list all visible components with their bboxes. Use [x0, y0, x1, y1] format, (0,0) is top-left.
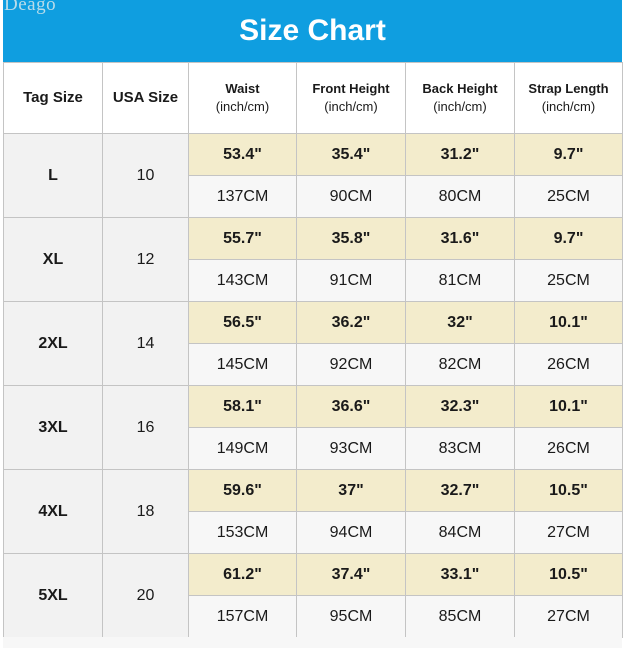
waist-cm: 153CM: [188, 511, 297, 554]
back-height-inch: 31.6": [405, 217, 515, 260]
brand-watermark: Deago: [4, 0, 57, 15]
table-row-inch: 4XL 18 59.6" 37" 32.7" 10.5": [3, 469, 623, 554]
back-height-cm: 80CM: [405, 175, 515, 218]
waist-cm: 137CM: [188, 175, 297, 218]
strap-length-inch: 10.5": [514, 553, 623, 596]
back-height-cm: 85CM: [405, 595, 515, 638]
table-row-inch: 2XL 14 56.5" 36.2" 32" 10.1": [3, 301, 623, 386]
waist-cm: 143CM: [188, 259, 297, 302]
strap-length-inch: 9.7": [514, 217, 623, 260]
table-row-inch: XL 12 55.7" 35.8" 31.6" 9.7": [3, 217, 623, 302]
usa-size-cell: 10: [102, 133, 189, 218]
waist-cm: 145CM: [188, 343, 297, 386]
waist-cm: 157CM: [188, 595, 297, 638]
header-front-height-label: Front Height: [312, 81, 390, 96]
waist-inch: 61.2": [188, 553, 297, 596]
back-height-cm: 81CM: [405, 259, 515, 302]
front-height-cm: 90CM: [296, 175, 406, 218]
strap-length-inch: 10.1": [514, 385, 623, 428]
tag-size-cell: 4XL: [3, 469, 103, 554]
strap-length-inch: 10.1": [514, 301, 623, 344]
front-height-inch: 37": [296, 469, 406, 512]
back-height-cm: 84CM: [405, 511, 515, 554]
table-row-cm: 145CM 92CM 82CM 26CM: [4, 343, 623, 386]
strap-length-cm: 27CM: [514, 595, 623, 638]
waist-inch: 56.5": [188, 301, 297, 344]
waist-inch: 53.4": [188, 133, 297, 176]
tag-size-cell: 3XL: [3, 385, 103, 470]
strap-length-inch: 10.5": [514, 469, 623, 512]
table-header-row: Tag Size USA Size Waist (inch/cm) Front …: [3, 62, 623, 134]
front-height-inch: 36.6": [296, 385, 406, 428]
strap-length-inch: 9.7": [514, 133, 623, 176]
front-height-cm: 93CM: [296, 427, 406, 470]
back-height-cm: 82CM: [405, 343, 515, 386]
table-row-inch: 5XL 20 61.2" 37.4" 33.1" 10.5": [3, 553, 623, 638]
front-height-inch: 36.2": [296, 301, 406, 344]
table-row-inch: L 10 53.4" 35.4" 31.2" 9.7": [3, 133, 623, 218]
header-tag-size: Tag Size: [3, 62, 103, 134]
table-row-cm: 157CM 95CM 85CM 27CM: [4, 595, 623, 638]
tag-size-cell: L: [3, 133, 103, 218]
waist-inch: 55.7": [188, 217, 297, 260]
table-row-cm: 143CM 91CM 81CM 25CM: [4, 259, 623, 302]
front-height-cm: 92CM: [296, 343, 406, 386]
usa-size-cell: 14: [102, 301, 189, 386]
strap-length-cm: 27CM: [514, 511, 623, 554]
back-height-inch: 31.2": [405, 133, 515, 176]
strap-length-cm: 25CM: [514, 259, 623, 302]
table-row-cm: 153CM 94CM 84CM 27CM: [4, 511, 623, 554]
strap-length-cm: 26CM: [514, 343, 623, 386]
back-height-cm: 83CM: [405, 427, 515, 470]
header-waist-label: Waist: [225, 81, 260, 96]
back-height-inch: 33.1": [405, 553, 515, 596]
table-row-cm: 149CM 93CM 83CM 26CM: [4, 427, 623, 470]
back-height-inch: 32": [405, 301, 515, 344]
back-height-inch: 32.3": [405, 385, 515, 428]
usa-size-cell: 16: [102, 385, 189, 470]
front-height-inch: 35.4": [296, 133, 406, 176]
header-waist: Waist (inch/cm): [188, 62, 297, 134]
waist-cm: 149CM: [188, 427, 297, 470]
header-usa-size: USA Size: [102, 62, 189, 134]
front-height-inch: 37.4": [296, 553, 406, 596]
tag-size-cell: XL: [3, 217, 103, 302]
table-row-inch: 3XL 16 58.1" 36.6" 32.3" 10.1": [3, 385, 623, 470]
front-height-cm: 95CM: [296, 595, 406, 638]
header-strap-length-label: Strap Length: [528, 81, 609, 96]
header-front-height-unit: (inch/cm): [324, 99, 378, 114]
usa-size-cell: 20: [102, 553, 189, 638]
header-strap-length: Strap Length (inch/cm): [514, 62, 623, 134]
header-strap-length-unit: (inch/cm): [541, 99, 596, 114]
front-height-cm: 91CM: [296, 259, 406, 302]
table-row-cm: 137CM 90CM 80CM 25CM: [4, 175, 623, 218]
tag-size-cell: 5XL: [3, 553, 103, 638]
size-chart-table: Tag Size USA Size Waist (inch/cm) Front …: [3, 62, 623, 638]
strap-length-cm: 26CM: [514, 427, 623, 470]
front-height-inch: 35.8": [296, 217, 406, 260]
header-front-height: Front Height (inch/cm): [296, 62, 406, 134]
page-title: Size Chart: [3, 0, 622, 62]
usa-size-cell: 18: [102, 469, 189, 554]
header-waist-unit: (inch/cm): [215, 99, 270, 114]
tag-size-cell: 2XL: [3, 301, 103, 386]
strap-length-cm: 25CM: [514, 175, 623, 218]
header-back-height-unit: (inch/cm): [433, 99, 487, 114]
back-height-inch: 32.7": [405, 469, 515, 512]
waist-inch: 59.6": [188, 469, 297, 512]
front-height-cm: 94CM: [296, 511, 406, 554]
header-back-height: Back Height (inch/cm): [405, 62, 515, 134]
bottom-divider: [3, 637, 622, 648]
usa-size-cell: 12: [102, 217, 189, 302]
waist-inch: 58.1": [188, 385, 297, 428]
header-back-height-label: Back Height: [422, 81, 498, 96]
